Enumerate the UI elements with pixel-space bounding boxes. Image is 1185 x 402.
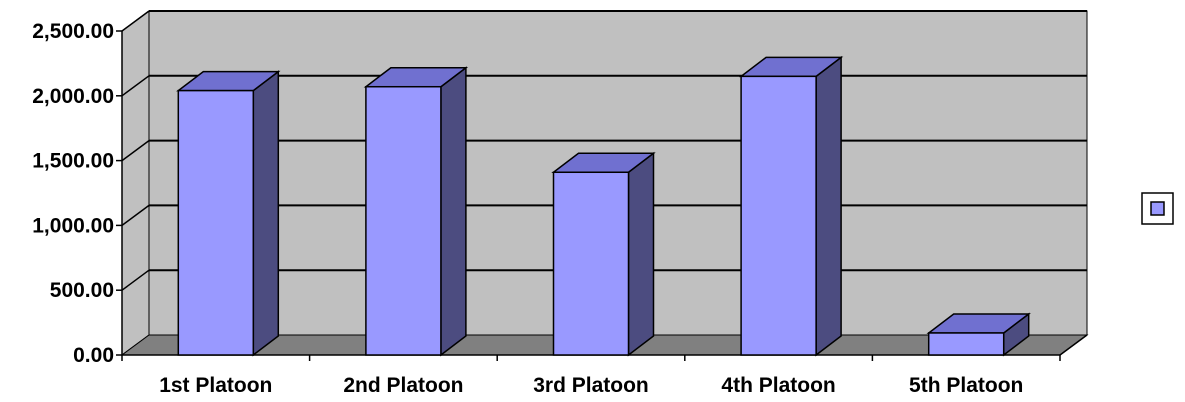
y-tick-label: 1,000.00 — [32, 214, 114, 237]
bar-side — [815, 55, 842, 357]
bar — [177, 89, 255, 356]
x-axis-depth — [1059, 334, 1088, 356]
bar-side — [627, 151, 655, 357]
y-tick-label: 2,500.00 — [32, 20, 114, 43]
bar — [927, 332, 1005, 356]
bar — [365, 85, 442, 356]
legend — [1141, 192, 1174, 225]
side-wall — [121, 10, 150, 356]
bar-side — [252, 70, 280, 357]
y-tick-label: 1,500.00 — [32, 150, 114, 173]
gridline-side — [121, 139, 150, 162]
bar — [740, 75, 817, 356]
bars — [176, 55, 1031, 357]
gridline-side — [121, 269, 150, 291]
gridline-side — [121, 10, 150, 32]
gridline-side — [121, 75, 150, 97]
bar — [552, 171, 630, 356]
y-axis-tick-labels: 0.00 500.00 1,000.00 1,500.00 2,000.00 2,500.… — [32, 20, 114, 367]
x-tick-label: 3rd Platoon — [533, 374, 649, 397]
x-tick-label: 4th Platoon — [721, 374, 835, 397]
x-tick-label: 1st Platoon — [159, 374, 272, 397]
x-axis-tick-labels: 1st Platoon 2nd Platoon 3rd Platoon 4th Pla… — [159, 374, 1023, 397]
legend-swatch — [1150, 201, 1165, 216]
y-tick-label: 0.00 — [73, 344, 114, 367]
x-tick-label: 5th Platoon — [909, 374, 1023, 397]
gridline-side — [121, 204, 150, 227]
y-tick-label: 2,000.00 — [32, 85, 114, 108]
y-tick-label: 500.00 — [50, 279, 114, 302]
x-tick-label: 2nd Platoon — [343, 374, 463, 397]
bar-side — [440, 66, 467, 357]
